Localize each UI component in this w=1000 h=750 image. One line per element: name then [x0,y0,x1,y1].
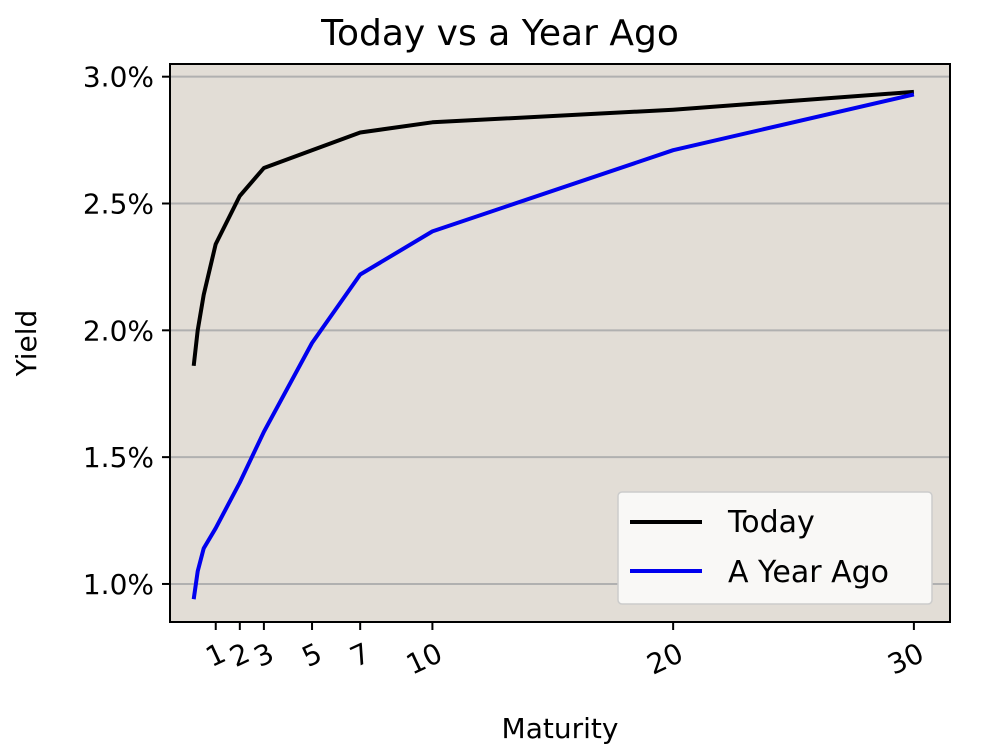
x-tick-label: 5 [297,636,327,673]
y-tick-label: 2.0% [83,314,154,347]
y-axis-label: Yield [10,310,43,378]
x-tick-label: 10 [401,636,447,681]
y-tick-label: 1.5% [83,441,154,474]
x-axis-label: Maturity [502,712,619,745]
x-tick-label: 20 [642,636,688,681]
legend-label-a-year-ago: A Year Ago [728,555,889,590]
y-tick-label: 3.0% [83,61,154,94]
plot-frame [169,63,951,623]
y-axis-ticks: 1.0% 1.5% 2.0% 2.5% 3.0% [83,61,170,601]
legend: Today A Year Ago [617,491,933,605]
x-tick-label: 2 [225,636,255,673]
series-line-0 [191,89,915,367]
y-tick-label: 1.0% [83,568,154,601]
chart-title: Today vs a Year Ago [320,13,679,54]
x-tick-label: 1 [201,636,231,673]
x-tick-label: 30 [883,636,929,681]
x-axis-ticks: 123 5 7 10 20 30 [201,622,929,681]
series-lines [191,89,915,600]
legend-label-today: Today [727,505,815,540]
y-tick-label: 2.5% [83,188,154,221]
x-tick-label: 3 [249,636,279,673]
series-line-1 [191,92,915,600]
x-tick-label: 7 [345,636,375,673]
